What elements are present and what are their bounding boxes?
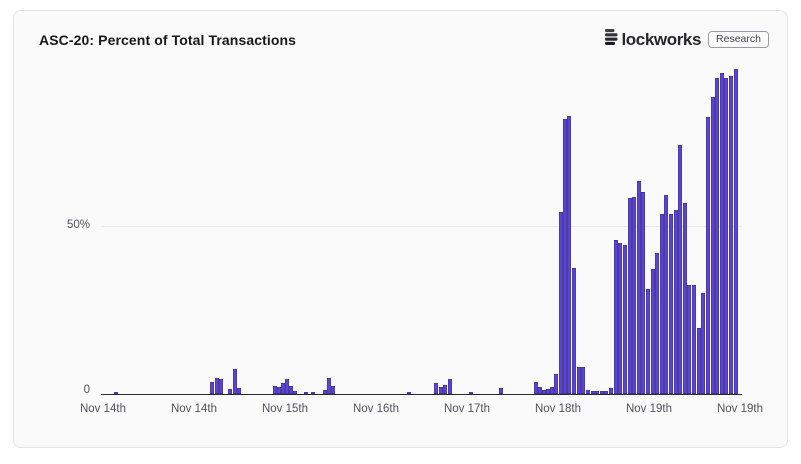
bar bbox=[542, 389, 547, 394]
plot-area bbox=[101, 57, 742, 395]
bar bbox=[237, 387, 241, 394]
bar bbox=[538, 387, 543, 394]
bar bbox=[650, 268, 655, 394]
x-axis-tick-label: Nov 14th bbox=[79, 403, 127, 415]
bar bbox=[696, 328, 701, 394]
bar bbox=[443, 385, 448, 394]
bar bbox=[439, 387, 444, 394]
bar bbox=[729, 76, 733, 394]
bar bbox=[499, 387, 504, 394]
bar bbox=[293, 390, 298, 394]
x-axis-tick-label: Nov 18th bbox=[534, 403, 582, 415]
bar bbox=[641, 191, 646, 394]
bar bbox=[655, 252, 660, 394]
bar bbox=[311, 392, 315, 394]
bar bbox=[604, 390, 608, 394]
gridline-50pct bbox=[101, 226, 742, 227]
bar bbox=[210, 381, 214, 394]
blockworks-logo-text: lockworks bbox=[621, 29, 702, 49]
bar bbox=[618, 242, 623, 394]
bar bbox=[214, 378, 219, 394]
bar bbox=[304, 392, 309, 394]
bar bbox=[609, 387, 613, 394]
x-axis-tick-label: Nov 17th bbox=[443, 403, 491, 415]
chart-card: ASC-20: Percent of Total Transactions lo… bbox=[13, 10, 788, 448]
blockworks-b-icon bbox=[605, 28, 620, 51]
bar bbox=[572, 267, 576, 394]
bar bbox=[627, 197, 632, 394]
y-axis-label-0: 0 bbox=[83, 384, 90, 396]
bar bbox=[407, 392, 411, 394]
bar bbox=[733, 68, 738, 394]
bar bbox=[558, 212, 563, 394]
bar bbox=[322, 389, 327, 394]
bar bbox=[277, 387, 281, 394]
bar bbox=[706, 116, 710, 394]
bar bbox=[613, 239, 618, 394]
bar bbox=[331, 385, 335, 394]
bar bbox=[595, 391, 599, 394]
bar bbox=[272, 385, 277, 394]
bar bbox=[710, 97, 715, 394]
research-badge: Research bbox=[708, 31, 769, 48]
bar bbox=[586, 389, 590, 394]
bar bbox=[668, 214, 673, 394]
bar bbox=[701, 292, 706, 394]
bar bbox=[554, 373, 559, 394]
bar bbox=[645, 289, 650, 394]
bar bbox=[326, 378, 331, 394]
x-axis-tick-label: Nov 19th bbox=[716, 403, 764, 415]
y-axis-label-50: 50% bbox=[66, 219, 90, 231]
bar bbox=[434, 383, 439, 394]
bar bbox=[289, 385, 294, 394]
bar bbox=[219, 379, 223, 394]
bar bbox=[682, 202, 687, 394]
bar bbox=[576, 366, 581, 394]
bar bbox=[632, 196, 637, 394]
bar bbox=[567, 116, 572, 394]
bar bbox=[590, 391, 595, 394]
x-axis-tick-label: Nov 14th bbox=[170, 403, 218, 415]
bar bbox=[281, 383, 285, 394]
bar bbox=[562, 118, 567, 394]
bar bbox=[691, 285, 696, 394]
chart-title: ASC-20: Percent of Total Transactions bbox=[39, 32, 297, 48]
bar bbox=[232, 369, 237, 394]
bar bbox=[469, 391, 474, 394]
bar bbox=[599, 391, 604, 394]
bar bbox=[687, 285, 692, 394]
bar bbox=[581, 366, 586, 394]
x-axis: Nov 14th Nov 14th Nov 15th Nov 16th Nov 17th… bbox=[80, 403, 781, 423]
bar bbox=[622, 245, 627, 394]
x-axis-tick-label: Nov 15th bbox=[261, 403, 309, 415]
bar bbox=[724, 77, 729, 394]
bar bbox=[546, 388, 551, 394]
bar bbox=[534, 381, 539, 394]
bar bbox=[447, 379, 452, 394]
bar bbox=[550, 386, 555, 394]
blockworks-logo: lockworks Research bbox=[605, 28, 769, 51]
bar bbox=[636, 181, 641, 394]
bar bbox=[228, 388, 232, 394]
bar bbox=[114, 391, 118, 394]
bar bbox=[285, 379, 289, 394]
bar bbox=[719, 72, 724, 394]
x-axis-tick-label: Nov 19th bbox=[625, 403, 673, 415]
bar bbox=[664, 194, 669, 394]
bar bbox=[673, 210, 678, 394]
bar bbox=[659, 214, 664, 394]
bar bbox=[715, 77, 720, 394]
x-axis-tick-label: Nov 16th bbox=[352, 403, 400, 415]
bar bbox=[678, 144, 683, 394]
